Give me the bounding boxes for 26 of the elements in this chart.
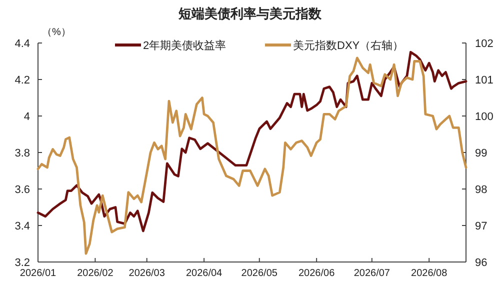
- x-tick-label: 2026/08: [411, 268, 448, 279]
- x-tick-label: 2026/04: [186, 268, 223, 279]
- y-tick-label: 3.8: [14, 148, 30, 160]
- y2-tick-label: 99: [475, 148, 488, 160]
- y2-tick-label: 98: [475, 184, 488, 196]
- legend-label: 2年期美债收益率: [143, 39, 226, 52]
- x-tick-label: 2026/06: [298, 268, 336, 279]
- y2-tick-label: 102: [475, 38, 494, 50]
- x-tick-label: 2026/07: [354, 268, 390, 279]
- y-tick-label: 4.2: [14, 74, 30, 86]
- y-tick-label: 3.2: [14, 257, 30, 269]
- y-tick-label: 3.4: [14, 220, 30, 232]
- y2-tick-label: 97: [475, 220, 488, 232]
- legend-label: 美元指数DXY（右轴）: [293, 39, 404, 52]
- x-tick-label: 2026/05: [241, 268, 278, 279]
- chart-title: 短端美债利率与美元指数: [178, 6, 322, 21]
- y-tick-label: 3.6: [14, 184, 30, 196]
- y-axis-title: （%）: [42, 27, 71, 38]
- x-tick-label: 2026/01: [20, 268, 57, 279]
- x-tick-label: 2026/02: [77, 268, 114, 279]
- y2-tick-label: 96: [475, 257, 488, 269]
- y-tick-label: 4.4: [14, 38, 30, 50]
- x-tick-label: 2026/03: [128, 268, 166, 279]
- y2-tick-label: 100: [475, 111, 494, 123]
- y-tick-label: 4: [24, 111, 30, 123]
- y2-tick-label: 101: [475, 74, 494, 86]
